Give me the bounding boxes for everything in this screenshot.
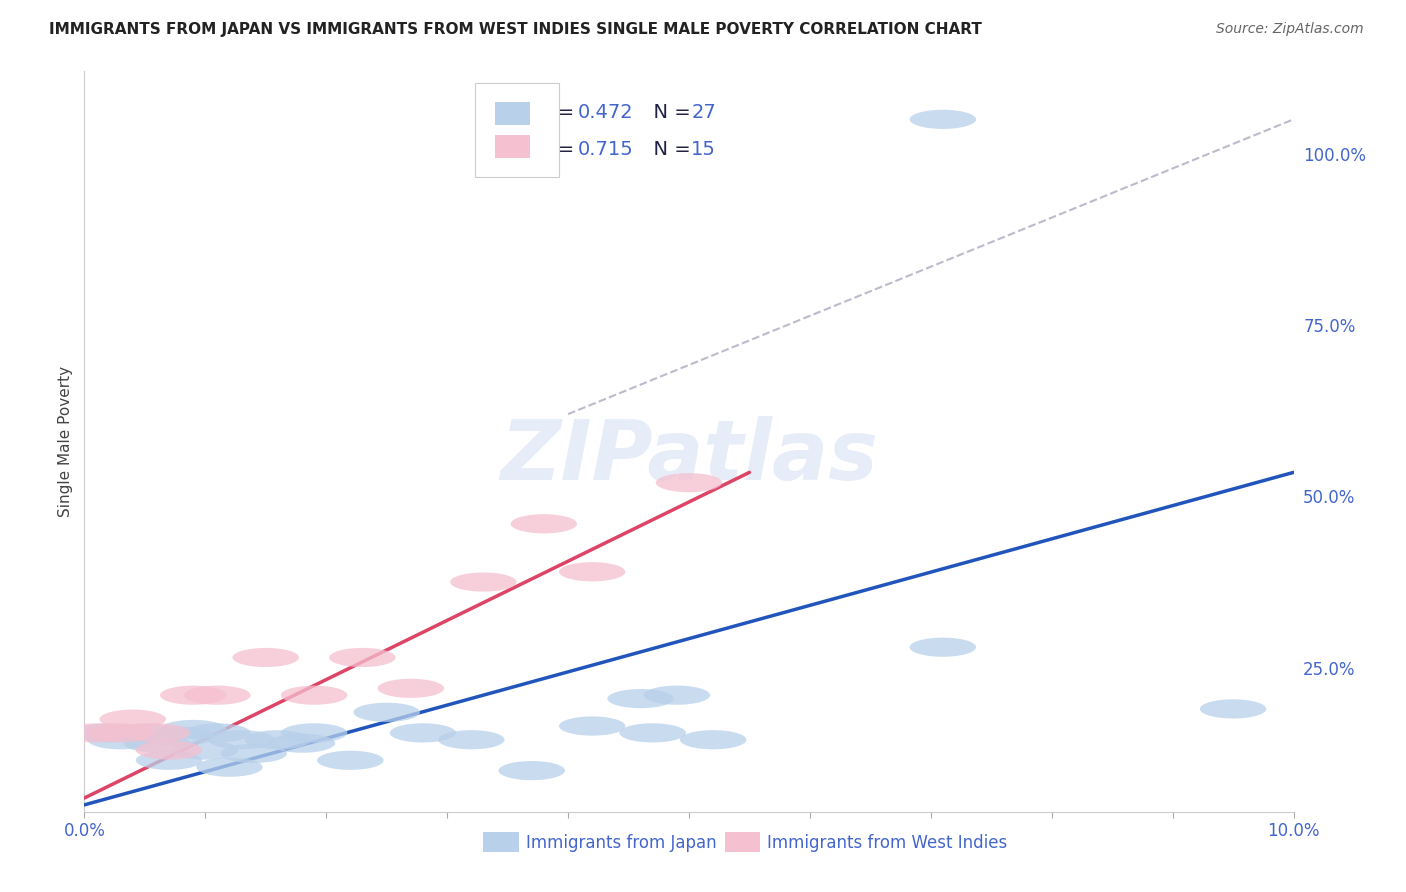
Ellipse shape	[389, 723, 456, 742]
Ellipse shape	[232, 648, 299, 667]
Ellipse shape	[136, 740, 202, 760]
Ellipse shape	[160, 686, 226, 705]
Text: N =: N =	[641, 139, 696, 159]
Ellipse shape	[136, 751, 202, 770]
Text: Source: ZipAtlas.com: Source: ZipAtlas.com	[1216, 22, 1364, 37]
Ellipse shape	[450, 573, 516, 591]
Legend: , : ,	[481, 88, 553, 171]
Text: Immigrants from Japan: Immigrants from Japan	[526, 834, 716, 852]
Ellipse shape	[499, 761, 565, 780]
Ellipse shape	[560, 716, 626, 736]
Ellipse shape	[63, 723, 129, 742]
Ellipse shape	[1199, 699, 1267, 718]
Ellipse shape	[148, 727, 214, 746]
Text: R =: R =	[538, 103, 581, 121]
Text: Immigrants from West Indies: Immigrants from West Indies	[768, 834, 1008, 852]
Ellipse shape	[378, 679, 444, 698]
Ellipse shape	[76, 723, 142, 742]
Ellipse shape	[329, 648, 395, 667]
Ellipse shape	[100, 709, 166, 729]
Text: ZIPatlas: ZIPatlas	[501, 416, 877, 497]
Ellipse shape	[281, 723, 347, 742]
Ellipse shape	[281, 686, 347, 705]
Ellipse shape	[644, 686, 710, 705]
Ellipse shape	[510, 514, 576, 533]
Ellipse shape	[208, 731, 274, 749]
Ellipse shape	[353, 703, 420, 722]
Ellipse shape	[910, 110, 976, 129]
Ellipse shape	[910, 638, 976, 657]
Text: 15: 15	[692, 139, 716, 159]
Text: 0.715: 0.715	[578, 139, 634, 159]
Ellipse shape	[124, 723, 190, 742]
Text: R =: R =	[538, 139, 581, 159]
Ellipse shape	[160, 720, 226, 739]
Ellipse shape	[184, 723, 250, 742]
Ellipse shape	[620, 723, 686, 742]
Ellipse shape	[87, 723, 153, 742]
Ellipse shape	[197, 757, 263, 777]
Ellipse shape	[124, 733, 190, 753]
Ellipse shape	[172, 740, 239, 760]
Ellipse shape	[221, 744, 287, 763]
Ellipse shape	[681, 731, 747, 749]
Ellipse shape	[560, 562, 626, 582]
Ellipse shape	[184, 686, 250, 705]
Ellipse shape	[111, 723, 179, 742]
Y-axis label: Single Male Poverty: Single Male Poverty	[58, 366, 73, 517]
Ellipse shape	[245, 731, 311, 749]
Ellipse shape	[439, 731, 505, 749]
Ellipse shape	[318, 751, 384, 770]
Text: IMMIGRANTS FROM JAPAN VS IMMIGRANTS FROM WEST INDIES SINGLE MALE POVERTY CORRELA: IMMIGRANTS FROM JAPAN VS IMMIGRANTS FROM…	[49, 22, 981, 37]
Text: 0.472: 0.472	[578, 103, 633, 121]
Ellipse shape	[655, 473, 723, 492]
Ellipse shape	[607, 689, 673, 708]
Text: 27: 27	[692, 103, 716, 121]
Text: N =: N =	[641, 103, 696, 121]
Ellipse shape	[269, 733, 335, 753]
Ellipse shape	[87, 731, 153, 749]
